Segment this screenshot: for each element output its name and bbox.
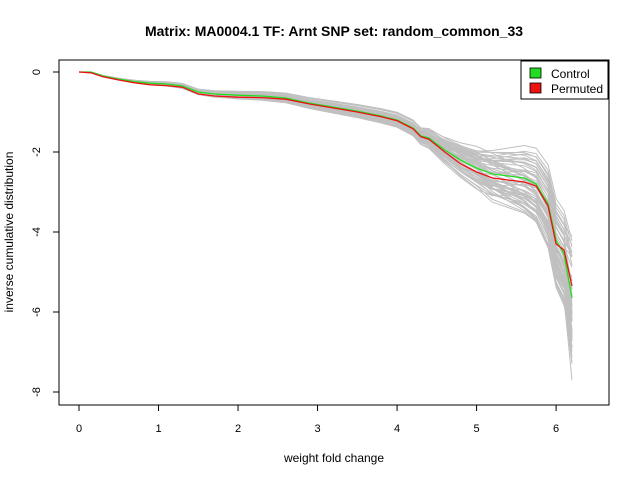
x-tick-label: 2	[235, 423, 241, 435]
legend-label-permuted: Permuted	[551, 82, 603, 96]
legend-swatch-permuted	[529, 82, 542, 94]
permutation-line	[79, 71, 573, 241]
y-axis: 0 -2 -4 -6 -8	[31, 69, 60, 397]
main-series-lines	[78, 71, 573, 299]
x-tick-label: 1	[155, 423, 161, 435]
x-tick-label: 6	[553, 423, 559, 435]
y-tick-label: -8	[31, 387, 43, 397]
y-tick-label: -6	[31, 307, 43, 317]
y-tick-label: -2	[31, 147, 43, 157]
chart-title: Matrix: MA0004.1 TF: Arnt SNP set: rando…	[145, 23, 523, 39]
series-line-control	[79, 71, 573, 299]
x-axis: 0 1 2 3 4 5 6	[76, 404, 559, 435]
series-line-permuted	[78, 71, 573, 287]
y-axis-label: inverse cumulative distribution	[2, 152, 16, 313]
x-axis-label: weight fold change	[283, 451, 384, 465]
legend: Control Permuted	[520, 60, 609, 100]
x-tick-label: 4	[394, 423, 400, 435]
x-tick-label: 5	[474, 423, 480, 435]
legend-label-control: Control	[551, 67, 590, 81]
y-tick-label: -4	[31, 227, 43, 237]
y-tick-label: 0	[31, 69, 43, 75]
x-tick-label: 3	[314, 423, 320, 435]
x-tick-label: 0	[76, 423, 82, 435]
legend-swatch-control	[529, 67, 542, 79]
